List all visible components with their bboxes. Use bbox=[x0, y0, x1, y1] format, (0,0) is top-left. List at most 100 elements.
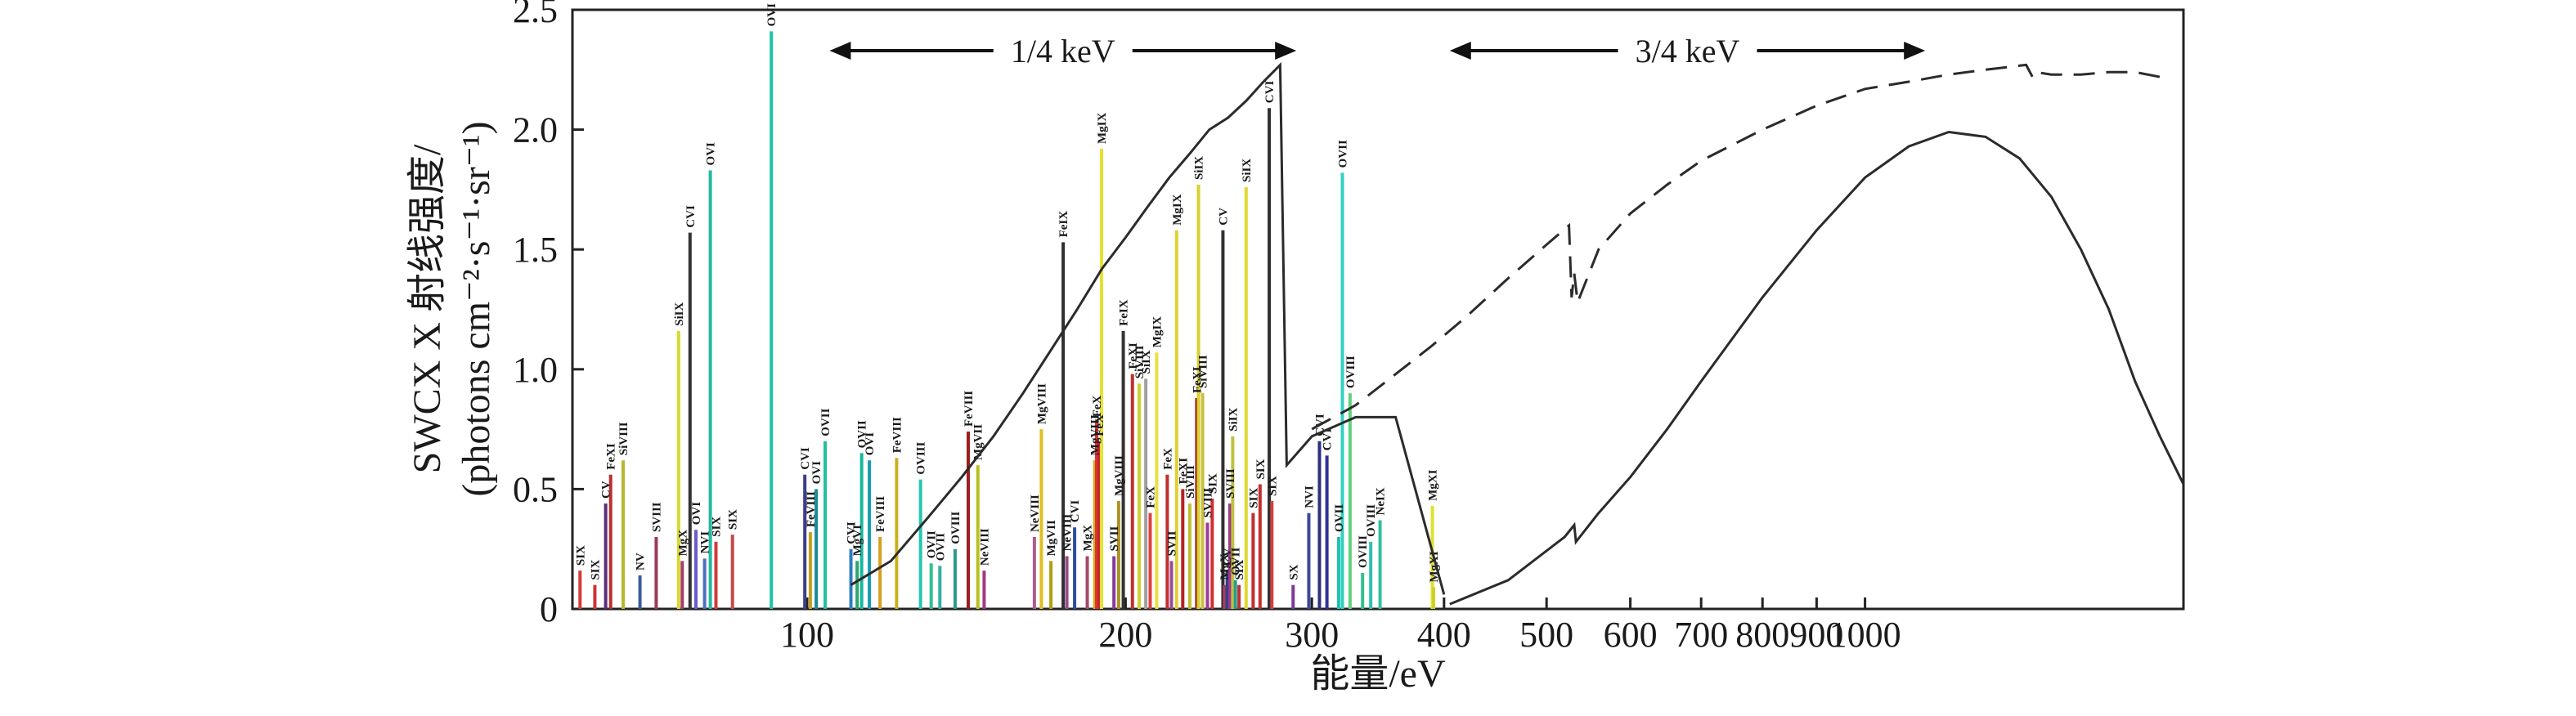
x-tick-label: 300 bbox=[1285, 615, 1339, 655]
spectral-line-label: FeVIII bbox=[805, 491, 818, 527]
spectral-line-label: OVI bbox=[765, 3, 779, 27]
spectral-line-label: MgVIII bbox=[1089, 414, 1102, 455]
response-curves bbox=[850, 61, 2185, 606]
spectral-line-label: MgXI bbox=[1427, 469, 1440, 500]
spectral-line-label: MgX bbox=[676, 530, 689, 557]
y-tick-label: 0.5 bbox=[513, 469, 558, 509]
spectral-line-label: NeVIII bbox=[1029, 494, 1042, 532]
spectral-line-label: NV bbox=[635, 553, 648, 571]
spectral-line-label: NVI bbox=[1303, 486, 1316, 508]
band-arrow-right-head bbox=[1275, 42, 1297, 60]
spectral-line-label: MgVI bbox=[851, 525, 864, 556]
spectral-line-label: MgVII bbox=[1045, 520, 1058, 556]
spectral-line-label: OVII bbox=[1336, 140, 1349, 168]
spectral-line-label: CVI bbox=[684, 205, 698, 228]
x-tick-label: 700 bbox=[1674, 615, 1728, 655]
band-arrow-left-head bbox=[829, 42, 851, 60]
spectral-line-label: FeIX bbox=[1118, 299, 1131, 326]
y-tick-label: 0 bbox=[540, 589, 558, 629]
spectral-line-label: OVI bbox=[690, 502, 703, 526]
spectral-line-label: OVI bbox=[810, 461, 824, 485]
spectral-line-label: FeVIII bbox=[891, 417, 904, 453]
energy-bands: 1/4 keV 3/4 keV bbox=[829, 33, 1926, 69]
spectral-line-label: NVI bbox=[699, 531, 712, 554]
spectral-line-label: OVI bbox=[705, 142, 718, 166]
spectral-line-label: SVIII bbox=[1224, 468, 1237, 499]
spectral-line-label: MgIX bbox=[1151, 316, 1164, 347]
spectral-line-label: FeX bbox=[1161, 448, 1174, 470]
spectral-line-label: MgX bbox=[1218, 553, 1232, 580]
spectral-line-label: FeVIII bbox=[963, 391, 976, 427]
band-label: 1/4 keV bbox=[1011, 33, 1115, 69]
spectral-line-label: CVI bbox=[799, 447, 812, 470]
spectral-line-label: SiVIII bbox=[1197, 355, 1210, 388]
spectral-line-label: FeXI bbox=[605, 443, 618, 470]
x-tick-label: 800 bbox=[1735, 615, 1789, 655]
spectral-line-label: CVI bbox=[846, 521, 859, 544]
spectral-line-label: SIX bbox=[1233, 560, 1246, 580]
spectral-line-label: SiIX bbox=[1241, 159, 1254, 182]
spectral-line-label: SVIII bbox=[1201, 488, 1214, 518]
spectral-line-label: OVII bbox=[926, 530, 939, 558]
band-arrow-left-head bbox=[1449, 42, 1471, 60]
band-label: 3/4 keV bbox=[1636, 33, 1740, 69]
spectral-line-label: OVIII bbox=[949, 512, 963, 544]
y-axis-label-line1: SWCX X 射线强度/ bbox=[406, 144, 449, 473]
y-tick-label: 1.5 bbox=[513, 230, 558, 270]
x-tick-label: 500 bbox=[1519, 615, 1573, 655]
x-tick-label: 200 bbox=[1098, 615, 1152, 655]
spectral-line-label: SiIX bbox=[1193, 156, 1206, 180]
axis-ticks: 0 0.5 1.0 1.5 2.0 2.5 100 200 300 400 500 600 700 800… bbox=[513, 0, 1901, 655]
x-tick-label: 600 bbox=[1604, 615, 1658, 655]
y-axis-label-line2: (photons cm⁻²·s⁻¹·sr⁻¹) bbox=[455, 121, 498, 496]
dashed-response-curve bbox=[1311, 63, 2161, 431]
spectral-line-label: SiVIII bbox=[617, 422, 631, 455]
spectral-line-label: OVIII bbox=[1365, 504, 1378, 537]
band-arrow-right-head bbox=[1904, 42, 1926, 60]
spectral-line-labels: SIXSIXCVFeXISiVIIINVSVIIISiIXMgXCVIOVINV… bbox=[574, 3, 1441, 583]
spectral-line-label: FeX bbox=[1093, 414, 1106, 436]
spectral-line-label: CV bbox=[600, 481, 613, 499]
spectral-line-label: SIX bbox=[710, 517, 723, 537]
plot-frame bbox=[571, 8, 2185, 611]
spectral-line-label: MgX bbox=[1082, 525, 1095, 552]
spectral-line-label: SIX bbox=[1254, 459, 1268, 479]
x-tick-label: 1000 bbox=[1829, 615, 1901, 655]
spectral-line-label: SVII bbox=[1108, 526, 1121, 551]
spectral-line-label: SIX bbox=[574, 545, 587, 566]
spectral-line-label: OVII bbox=[1333, 504, 1346, 532]
spectral-line-label: OVIII bbox=[1344, 356, 1358, 388]
spectral-line-label: OVII bbox=[934, 533, 947, 561]
spectral-line-label: SVII bbox=[1165, 530, 1178, 556]
spectral-line-label: SiIX bbox=[1140, 350, 1153, 374]
spectral-line-label: OVII bbox=[1230, 547, 1243, 575]
spectral-line-label: OVII bbox=[856, 420, 869, 448]
spectral-line-label: NeVIII bbox=[1061, 513, 1075, 551]
spectral-line-label: CV bbox=[1217, 208, 1230, 226]
spectral-line-label: OVI bbox=[864, 432, 877, 456]
spectral-line-label: SX bbox=[1287, 564, 1300, 580]
spectral-line-label: OVIII bbox=[1357, 535, 1370, 568]
x-axis-label: 能量/eV bbox=[1310, 652, 1446, 696]
spectral-line-label: FeXI bbox=[1191, 366, 1204, 393]
spectral-line-label: SiVIII bbox=[1133, 345, 1147, 378]
spectral-line-label: MgIX bbox=[1096, 113, 1109, 144]
spectral-line-label: NeVIII bbox=[978, 528, 991, 566]
spectral-line-label: MgVIII bbox=[1113, 455, 1126, 496]
spectral-line-label: SIX bbox=[1247, 488, 1260, 508]
spectral-line-label: NeIX bbox=[1375, 487, 1388, 515]
x-tick-label: 900 bbox=[1789, 615, 1843, 655]
spectral-line-label: SVIII bbox=[650, 502, 663, 532]
solid-response-curve bbox=[850, 61, 1446, 595]
spectral-line-label: SIX bbox=[727, 509, 740, 530]
spectral-line-label: OVIII bbox=[915, 441, 928, 474]
x-tick-label: 100 bbox=[780, 615, 834, 655]
x-tick-label: 400 bbox=[1417, 615, 1471, 655]
spectral-line-label: FeXI bbox=[1177, 458, 1190, 485]
spectral-line-label: SIX bbox=[589, 560, 602, 580]
spectral-line-label: FeXI bbox=[1127, 342, 1140, 369]
spectral-line-label: OVII bbox=[819, 408, 832, 436]
y-tick-label: 2.5 bbox=[513, 0, 558, 30]
spectral-line-label: FeX bbox=[1144, 486, 1157, 508]
